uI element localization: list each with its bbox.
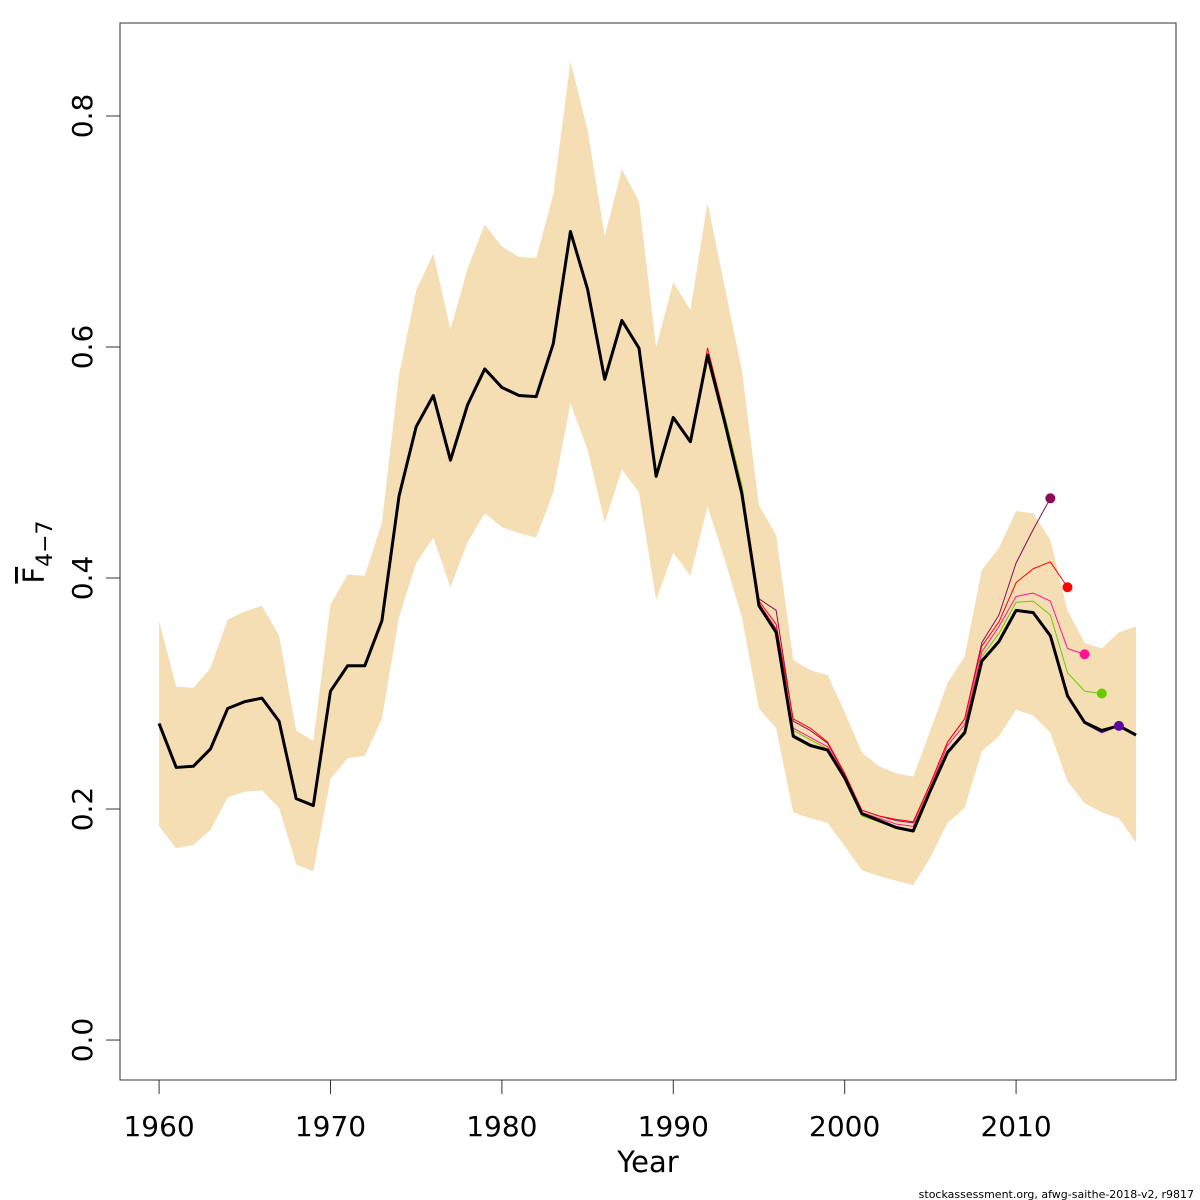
end-marker xyxy=(1113,720,1124,731)
y-tick-label: 0.8 xyxy=(66,94,99,139)
y-tick-label: 0.2 xyxy=(66,787,99,832)
confidence-band xyxy=(159,61,1137,886)
y-tick-label: 0.6 xyxy=(66,325,99,370)
plot-frame xyxy=(119,22,1177,1081)
y-axis-label: F4−7 xyxy=(17,520,58,583)
x-tick-label: 2010 xyxy=(980,1110,1051,1143)
x-tick-label: 1990 xyxy=(638,1110,709,1143)
end-marker xyxy=(1045,493,1056,504)
footnote: stockassessment.org, afwg-saithe-2018-v2… xyxy=(919,1188,1194,1200)
y-axis-label-main: F xyxy=(17,567,51,584)
x-tick-label: 1970 xyxy=(295,1110,366,1143)
y-tick-label: 0.4 xyxy=(66,556,99,601)
end-marker xyxy=(1062,582,1073,593)
y-axis-label-sub: 4−7 xyxy=(33,520,58,566)
end-marker xyxy=(1079,649,1090,660)
x-tick-label: 1980 xyxy=(466,1110,537,1143)
series-line xyxy=(157,229,1137,833)
y-tick-label: 0.0 xyxy=(66,1018,99,1063)
x-tick-label: 1960 xyxy=(123,1110,194,1143)
x-tick-label: 2000 xyxy=(809,1110,880,1143)
x-axis-label: Year xyxy=(616,1145,678,1179)
end-marker xyxy=(1096,688,1107,699)
